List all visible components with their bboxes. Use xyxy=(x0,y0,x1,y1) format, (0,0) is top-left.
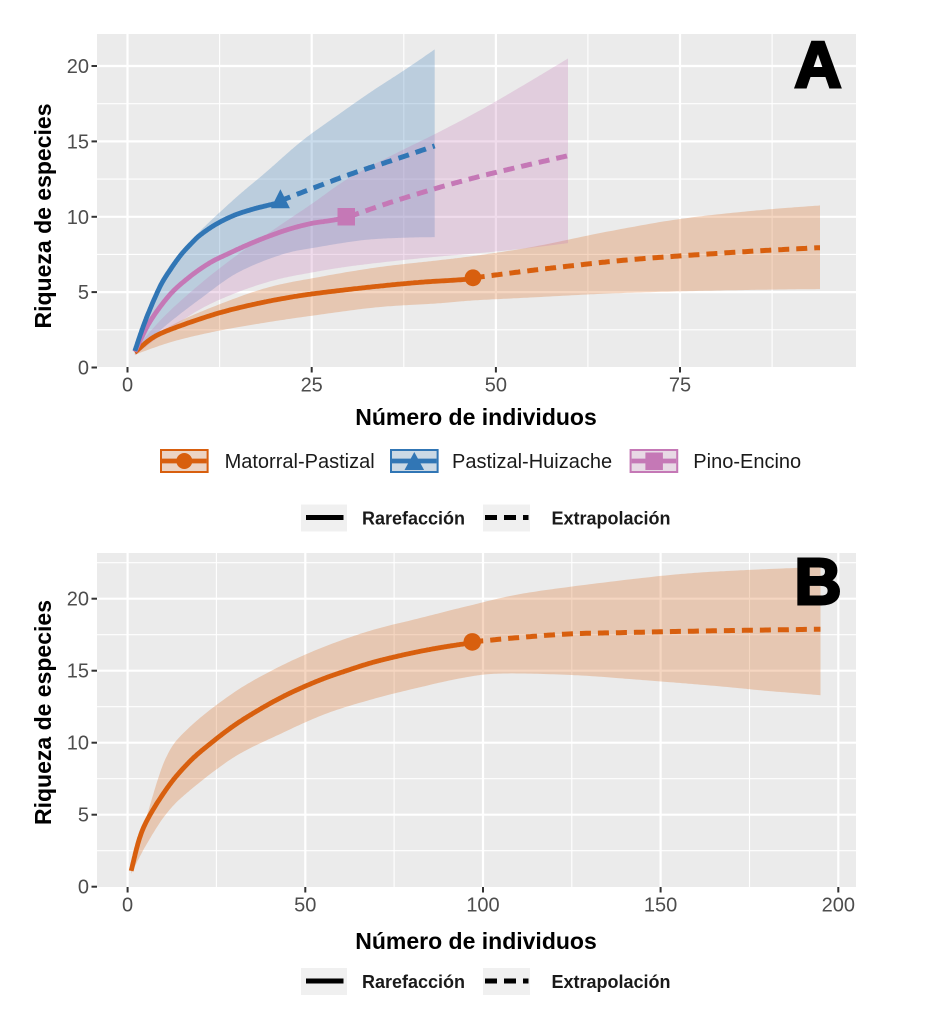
svg-text:B: B xyxy=(795,545,842,618)
svg-text:Extrapolación: Extrapolación xyxy=(552,509,671,529)
svg-text:10: 10 xyxy=(67,207,89,229)
svg-text:0: 0 xyxy=(78,358,89,380)
svg-text:0: 0 xyxy=(78,877,89,899)
svg-text:15: 15 xyxy=(67,661,89,683)
svg-text:Riqueza de especies: Riqueza de especies xyxy=(30,104,56,329)
svg-text:200: 200 xyxy=(822,895,855,917)
svg-text:20: 20 xyxy=(67,589,89,611)
svg-text:5: 5 xyxy=(78,805,89,827)
svg-text:Pastizal-Huizache: Pastizal-Huizache xyxy=(452,451,612,473)
svg-text:75: 75 xyxy=(669,375,691,397)
svg-text:50: 50 xyxy=(294,895,316,917)
svg-text:25: 25 xyxy=(301,375,323,397)
svg-text:150: 150 xyxy=(644,895,677,917)
svg-text:0: 0 xyxy=(122,895,133,917)
svg-text:Rarefacción: Rarefacción xyxy=(362,972,465,992)
svg-text:Número de individuos: Número de individuos xyxy=(355,928,597,954)
svg-text:Pino-Encino: Pino-Encino xyxy=(693,451,801,473)
svg-text:10: 10 xyxy=(67,733,89,755)
svg-text:Riqueza de especies: Riqueza de especies xyxy=(30,600,56,825)
svg-text:Rarefacción: Rarefacción xyxy=(362,509,465,529)
svg-text:20: 20 xyxy=(67,56,89,78)
svg-text:0: 0 xyxy=(122,375,133,397)
svg-text:Extrapolación: Extrapolación xyxy=(552,972,671,992)
svg-text:100: 100 xyxy=(466,895,499,917)
svg-text:Matorral-Pastizal: Matorral-Pastizal xyxy=(225,451,375,473)
svg-text:50: 50 xyxy=(485,375,507,397)
svg-text:15: 15 xyxy=(67,131,89,153)
svg-text:5: 5 xyxy=(78,282,89,304)
svg-text:Número de individuos: Número de individuos xyxy=(355,404,597,430)
svg-text:A: A xyxy=(795,28,842,101)
